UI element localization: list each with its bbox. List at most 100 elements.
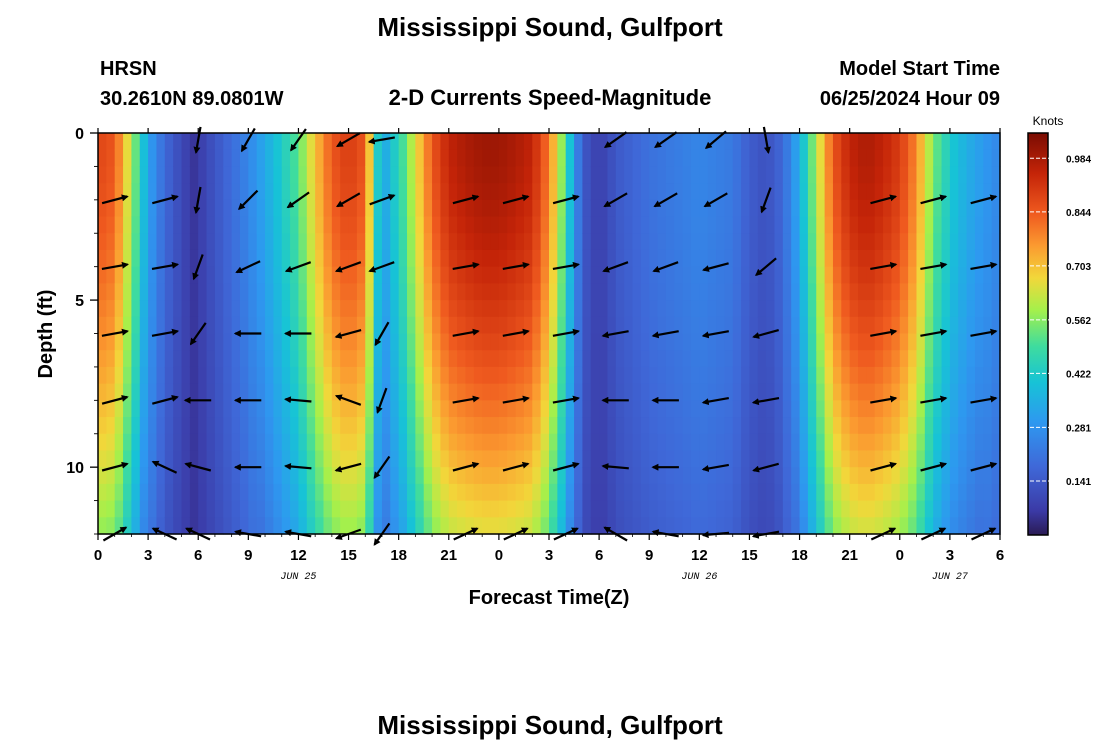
heat-cell (348, 249, 358, 268)
heat-cell (423, 149, 433, 168)
heat-cell (498, 199, 508, 218)
heat-cell (448, 483, 458, 502)
heat-cell (665, 383, 675, 401)
heat-cell (423, 433, 433, 452)
heat-cell (239, 166, 249, 184)
heat-cell (398, 133, 408, 151)
heat-cell (657, 233, 667, 251)
heat-cell (849, 366, 859, 385)
heat-cell (983, 216, 993, 234)
heat-cell (615, 166, 625, 184)
heat-cell (390, 300, 400, 318)
heat-cell (916, 383, 926, 401)
current-vector (502, 261, 530, 270)
heat-cell (874, 249, 884, 268)
heat-cell (415, 149, 425, 168)
heat-cell (106, 450, 116, 468)
heat-cell (966, 199, 976, 218)
heat-cell (858, 400, 867, 418)
heat-cell (991, 433, 1001, 452)
heat-cell (557, 500, 567, 518)
heat-cell (949, 500, 959, 518)
heat-cell (465, 333, 475, 351)
heat-cell (515, 283, 525, 301)
heat-cell (273, 333, 283, 351)
heat-cell (507, 133, 517, 151)
heat-cell (732, 266, 742, 284)
heat-cell (540, 199, 550, 218)
heat-cell (966, 383, 976, 401)
heat-cell (473, 350, 483, 368)
heat-cell (799, 166, 809, 184)
current-vector (151, 261, 180, 270)
heat-cell (632, 283, 642, 301)
heat-cell (615, 500, 625, 518)
heat-cell (941, 199, 951, 218)
heat-cell (540, 400, 550, 418)
heat-cell (265, 199, 274, 218)
heat-cell (741, 417, 751, 435)
heat-cell (248, 149, 258, 168)
heat-cell (415, 199, 425, 218)
current-vector (101, 328, 129, 337)
heat-cell (757, 283, 767, 301)
heat-cell (640, 483, 650, 502)
heat-cell (381, 149, 391, 168)
heat-cell (716, 400, 725, 418)
heat-cell (331, 433, 341, 452)
heat-cell (849, 266, 859, 284)
heat-cell (590, 417, 600, 435)
heat-cell (331, 500, 341, 518)
heat-cell (640, 283, 650, 301)
heat-cell (298, 249, 308, 268)
heat-cell (757, 300, 767, 318)
heat-cell (766, 500, 776, 518)
heat-cell (832, 417, 842, 435)
heat-cell (365, 400, 375, 418)
heat-cell (540, 366, 550, 385)
heat-cell (574, 417, 584, 435)
heat-cell (716, 467, 725, 485)
heat-cell (348, 333, 358, 351)
heat-cell (891, 500, 901, 518)
heat-cell (799, 417, 809, 435)
heat-cell (540, 316, 550, 335)
heat-cell (398, 266, 408, 284)
chart-subtitle: 2-D Currents Speed-Magnitude (389, 85, 712, 110)
current-vector (334, 394, 362, 406)
heat-cell (991, 467, 1001, 485)
heat-cell (690, 133, 700, 151)
heat-cell (490, 483, 500, 502)
heat-cell (599, 266, 609, 284)
heat-cell (933, 500, 943, 518)
heat-cell (523, 283, 533, 301)
heat-cell (407, 216, 416, 234)
heat-cell (749, 500, 759, 518)
heat-cell (123, 483, 133, 502)
heat-cell (265, 400, 274, 418)
heat-cell (256, 199, 266, 218)
heat-cell (557, 483, 567, 502)
current-vector (452, 328, 480, 337)
heat-cell (791, 417, 801, 435)
heat-cell (373, 233, 383, 251)
heat-cell (741, 366, 751, 385)
heat-cell (632, 166, 642, 184)
heat-cell (139, 400, 149, 418)
heat-cell (290, 249, 300, 268)
heat-cell (682, 183, 692, 201)
heat-cell (832, 383, 842, 401)
heat-cell (515, 133, 525, 151)
heat-cell (432, 383, 442, 401)
heat-cell (774, 400, 784, 418)
heat-cell (590, 300, 600, 318)
heat-cell (365, 233, 375, 251)
heat-cell (306, 500, 316, 518)
heat-cell (883, 483, 893, 502)
heat-cell (98, 350, 107, 368)
heat-cell (223, 417, 233, 435)
heat-cell (899, 383, 909, 401)
heat-cell (415, 350, 425, 368)
heat-cell (682, 517, 692, 535)
heat-cell (189, 216, 199, 234)
